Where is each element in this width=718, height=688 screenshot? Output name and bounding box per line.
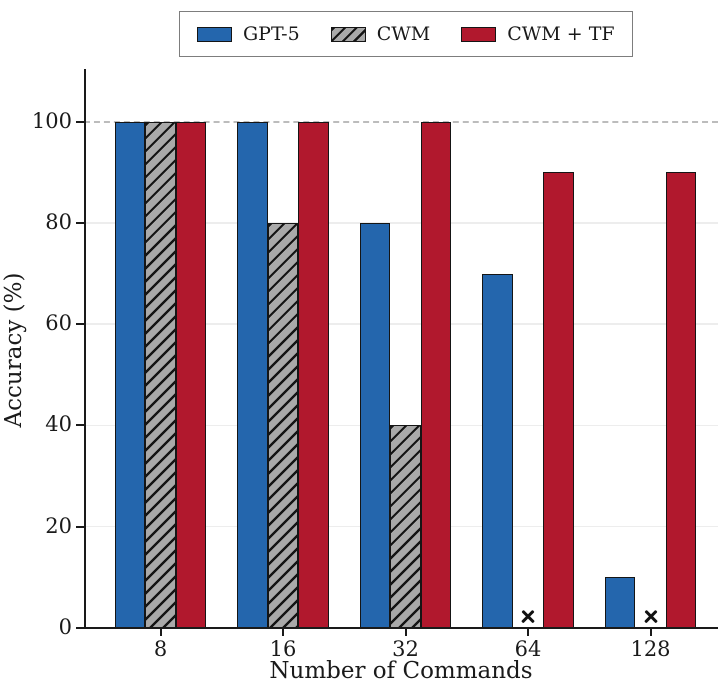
x-tick-label-64: 64 bbox=[514, 637, 542, 661]
chart-legend: GPT-5 CWM CWM + TF bbox=[179, 11, 633, 57]
bar-gpt-5-64 bbox=[482, 273, 513, 628]
y-axis-spine bbox=[84, 69, 86, 629]
y-tick-100 bbox=[76, 120, 84, 123]
bar-gpt-5-32 bbox=[359, 222, 391, 628]
bar-cwm-tf-16 bbox=[298, 121, 329, 628]
bar-gpt-5-8 bbox=[114, 121, 146, 628]
bar-cwm-tf-128 bbox=[665, 172, 697, 628]
y-tick-40 bbox=[76, 424, 84, 427]
y-tick-label-60: 60 bbox=[45, 311, 72, 336]
x-tick-64 bbox=[527, 628, 529, 636]
x-tick-16 bbox=[282, 628, 284, 636]
bar-gpt-5-128 bbox=[604, 577, 636, 628]
y-tick-20 bbox=[76, 525, 84, 528]
y-tick-0 bbox=[76, 627, 84, 629]
legend-swatch-cwm-tf-icon bbox=[461, 26, 497, 42]
x-tick-8 bbox=[159, 628, 162, 636]
bar-cwm-tf-32 bbox=[420, 121, 452, 628]
x-tick-128 bbox=[649, 628, 652, 636]
legend-item-cwm-tf: CWM + TF bbox=[461, 22, 615, 45]
y-tick-label-100: 100 bbox=[31, 108, 72, 133]
legend-item-cwm: CWM bbox=[330, 22, 431, 45]
x-tick-label-16: 16 bbox=[269, 637, 297, 661]
legend-label-gpt-5: GPT-5 bbox=[243, 22, 300, 45]
bar-gpt-5-16 bbox=[237, 121, 268, 628]
legend-label-cwm: CWM bbox=[376, 22, 431, 45]
y-tick-label-20: 20 bbox=[45, 513, 72, 538]
y-tick-60 bbox=[76, 323, 84, 326]
y-tick-label-40: 40 bbox=[45, 412, 72, 437]
gridline-y-60 bbox=[84, 323, 718, 325]
x-tick-label-32: 32 bbox=[392, 637, 419, 661]
bar-cwm-tf-8 bbox=[175, 121, 207, 628]
reference-line-100 bbox=[84, 120, 718, 123]
gridline-y-80 bbox=[84, 222, 718, 224]
y-tick-label-80: 80 bbox=[45, 209, 72, 234]
x-tick-label-128: 128 bbox=[630, 637, 671, 661]
legend-label-cwm-tf: CWM + TF bbox=[507, 22, 615, 45]
bar-cwm-tf-64 bbox=[543, 172, 574, 628]
legend-swatch-gpt-5-icon bbox=[197, 26, 232, 42]
bar-cwm-16 bbox=[267, 222, 299, 628]
x-axis-spine bbox=[84, 627, 718, 629]
bar-cwm-8 bbox=[145, 121, 176, 628]
x-marker-icon-cwm-128 bbox=[643, 609, 659, 625]
x-tick-label-8: 8 bbox=[153, 637, 168, 661]
legend-swatch-cwm-icon bbox=[330, 26, 366, 42]
x-tick-32 bbox=[404, 628, 407, 636]
x-axis-title: Number of Commands bbox=[269, 658, 533, 684]
bar-cwm-32 bbox=[390, 425, 421, 628]
x-marker-icon-cwm-64 bbox=[520, 609, 536, 625]
y-tick-80 bbox=[76, 221, 84, 224]
y-tick-label-0: 0 bbox=[58, 615, 72, 639]
legend-item-gpt-5: GPT-5 bbox=[197, 22, 300, 45]
y-axis-title: Accuracy (%) bbox=[1, 272, 27, 428]
